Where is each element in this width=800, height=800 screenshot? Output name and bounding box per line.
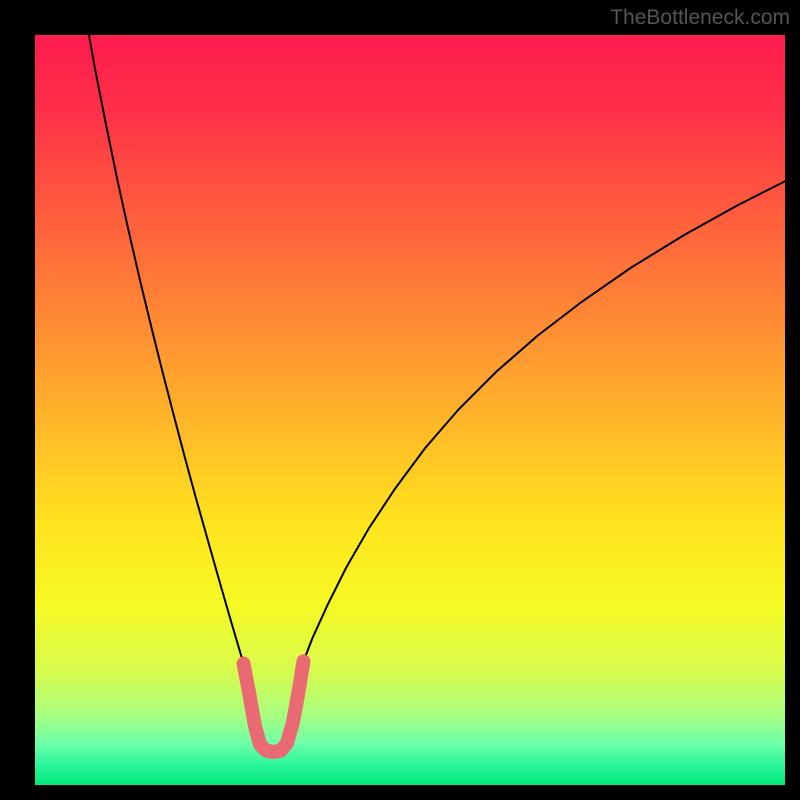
chart-svg [0, 0, 800, 800]
watermark-text: TheBottleneck.com [610, 6, 790, 30]
chart-frame: TheBottleneck.com [0, 0, 800, 800]
